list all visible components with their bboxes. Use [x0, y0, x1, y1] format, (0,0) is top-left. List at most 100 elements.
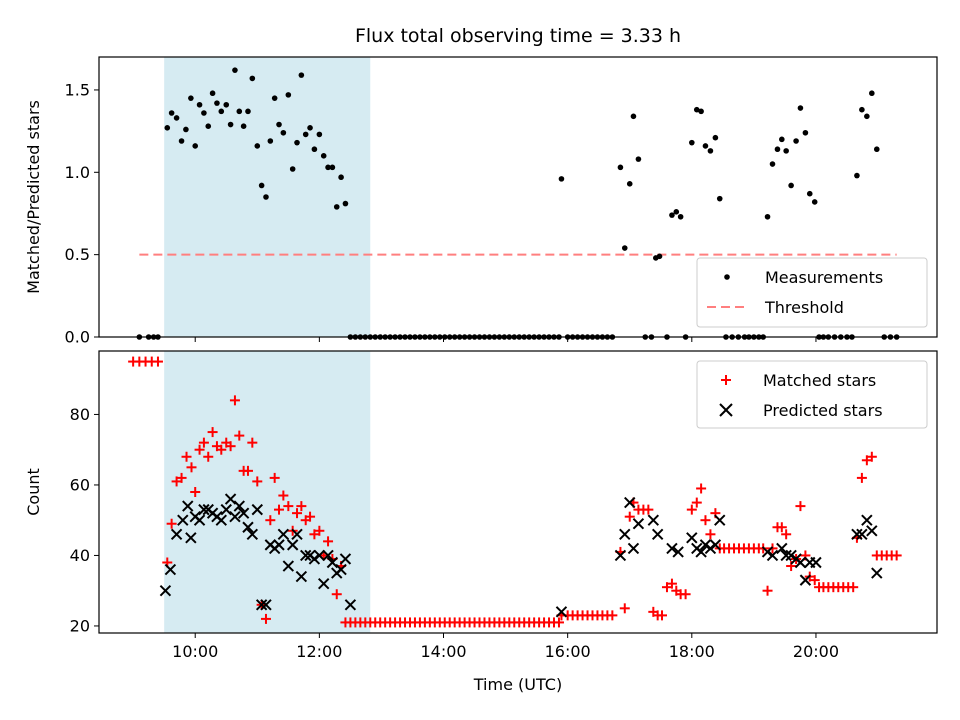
predicted-star-point-b	[861, 514, 873, 526]
predicted-star-point-b	[185, 532, 197, 544]
measurement-point	[779, 136, 785, 143]
predicted-star-point-b	[871, 567, 883, 579]
measurement-point	[236, 108, 243, 115]
matched-star-point	[891, 550, 902, 561]
matched-star-point	[269, 472, 280, 483]
predicted-star-point	[861, 514, 873, 526]
predicted-star-point	[672, 546, 684, 558]
matched-star-point	[700, 515, 711, 526]
bottom-y-axis-label: Count	[24, 468, 43, 516]
predicted-star-point	[344, 599, 357, 611]
matched-star-point	[696, 483, 707, 494]
predicted-stars-points	[159, 493, 883, 618]
legend-cross-glyph	[719, 403, 733, 417]
predicted-star-point	[246, 528, 259, 541]
measurement-point	[240, 123, 247, 129]
matched-star-point	[607, 610, 618, 621]
measurement-point	[873, 146, 880, 153]
predicted-star-point	[251, 503, 263, 516]
measurement-point	[192, 143, 199, 149]
matched-star-point	[296, 501, 307, 512]
matched-star-point	[762, 585, 773, 596]
top-y-ticks: 0.0 0.5 1.0 1.5	[65, 80, 99, 347]
matched-star-point	[553, 617, 564, 628]
measurement-point	[227, 121, 234, 128]
measurement-point	[294, 139, 300, 146]
measurement-point	[769, 161, 776, 167]
predicted-star-point	[761, 546, 774, 558]
measurement-point	[245, 108, 251, 115]
predicted-star-point-b	[198, 503, 210, 516]
predicted-star-point-b	[761, 546, 774, 558]
measurement-point	[307, 125, 313, 131]
predicted-star-point-b	[220, 503, 232, 516]
top-y-axis-label: Matched/Predicted stars	[24, 100, 43, 294]
predicted-star-point	[326, 556, 339, 569]
predicted-star-point-b	[344, 599, 357, 611]
measurement-point	[673, 209, 680, 215]
predicted-star-point-b	[555, 606, 568, 618]
predicted-star-point-b	[159, 584, 172, 597]
measurement-point	[788, 182, 794, 189]
top-y-tick-label: 1.0	[65, 163, 90, 182]
measurement-point	[271, 95, 278, 101]
predicted-star-point	[776, 542, 788, 555]
matched-stars-points	[128, 356, 902, 628]
predicted-star-point	[714, 514, 726, 526]
predicted-star-point	[709, 539, 722, 551]
predicted-star-point	[242, 521, 254, 533]
measurement-point	[626, 181, 633, 187]
measurement-point	[223, 101, 230, 108]
predicted-star-point-b	[237, 507, 250, 519]
predicted-star-point-b	[339, 553, 352, 565]
predicted-star-point	[322, 549, 334, 562]
matched-star-point	[216, 444, 227, 455]
measurement-point	[774, 146, 781, 153]
matched-star-point	[225, 441, 236, 452]
measurement-point	[558, 176, 565, 182]
predicted-star-point	[851, 528, 863, 541]
predicted-star-point	[695, 546, 707, 558]
predicted-star-point-b	[229, 510, 241, 523]
measurement-point	[205, 123, 212, 129]
predicted-star-point-b	[686, 532, 698, 544]
top-x-ticks	[194, 337, 817, 342]
matched-star-point	[229, 395, 240, 406]
measurement-point	[320, 153, 327, 159]
predicted-star-point-b	[255, 599, 268, 611]
predicted-star-point-b	[672, 546, 684, 558]
measurement-point	[196, 101, 203, 108]
predicted-star-point	[871, 567, 883, 579]
predicted-star-point	[295, 570, 308, 583]
matched-star-point	[186, 462, 197, 473]
measurement-point	[302, 131, 309, 138]
predicted-star-point	[632, 518, 645, 530]
predicted-star-point	[299, 549, 312, 562]
predicted-star-point	[286, 539, 299, 551]
measurement-point	[263, 194, 269, 200]
bottom-x-tick-label: 14:00	[420, 642, 466, 661]
predicted-star-point-b	[308, 553, 321, 565]
matched-star-point	[781, 529, 792, 540]
bottom-x-ticks: 10:00 12:00 14:00 16:00 18:00 20:00	[172, 633, 839, 661]
predicted-star-point-b	[286, 539, 299, 551]
matched-star-point	[274, 504, 285, 515]
matched-star-point	[247, 437, 258, 448]
legend-marker-predicted	[719, 403, 733, 417]
matched-star-point	[866, 451, 877, 462]
predicted-star-point-b	[714, 514, 726, 526]
measurement-point	[797, 105, 804, 111]
predicted-star-point-b	[177, 514, 189, 526]
predicted-star-point	[193, 514, 206, 526]
predicted-star-point-b	[170, 528, 183, 541]
measurement-point	[267, 138, 274, 144]
matched-star-point	[278, 490, 289, 501]
measurement-point	[859, 106, 865, 113]
matched-star-point	[323, 536, 334, 547]
measurement-point	[173, 115, 180, 121]
predicted-star-point-b	[251, 503, 263, 516]
measurement-point	[802, 129, 809, 136]
measurement-point	[783, 148, 789, 154]
predicted-star-point-b	[709, 539, 722, 551]
legend-label-measurements: Measurements	[765, 268, 883, 287]
